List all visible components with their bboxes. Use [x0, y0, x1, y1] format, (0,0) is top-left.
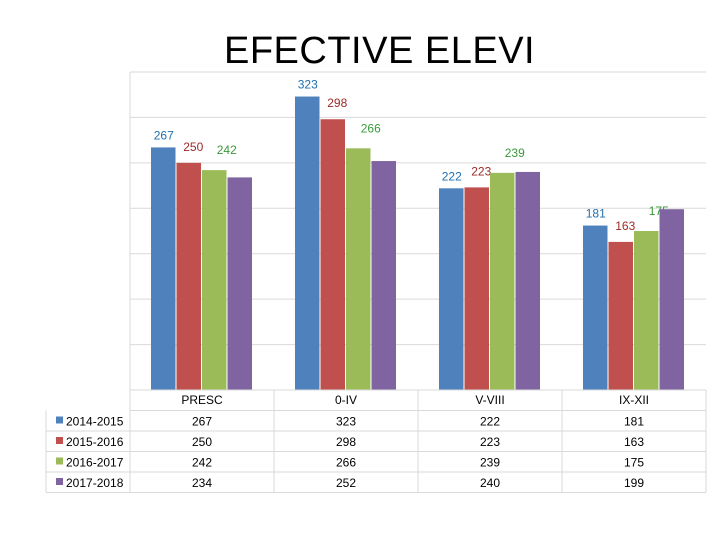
table-cell: 181 — [624, 415, 644, 429]
table-cell: 252 — [336, 476, 356, 490]
table-cell: 239 — [480, 456, 500, 470]
bar-2015-2016-0-IV[interactable] — [320, 119, 346, 390]
table-cell: 199 — [624, 476, 644, 490]
table-header-IX-XII: IX-XII — [619, 393, 649, 407]
legend-label: 2016-2017 — [66, 456, 124, 470]
bar-2014-2015-IX-XII[interactable] — [583, 225, 608, 390]
bar-2014-2015-V-VIII[interactable] — [439, 188, 464, 390]
legend-swatch — [56, 437, 63, 444]
table-header-V-VIII: V-VIII — [475, 393, 504, 407]
table-cell: 223 — [480, 435, 500, 449]
bar-2016-2017-0-IV[interactable] — [346, 148, 371, 390]
bar-2015-2016-PRESC[interactable] — [176, 162, 202, 390]
data-label: 267 — [154, 128, 174, 142]
bar-2017-2018-PRESC[interactable] — [227, 177, 253, 390]
bar-2016-2017-PRESC[interactable] — [202, 170, 227, 390]
table-cell: 266 — [336, 456, 356, 470]
table-cell: 175 — [624, 456, 644, 470]
bar-2015-2016-IX-XII[interactable] — [608, 241, 634, 390]
data-label: 242 — [217, 143, 237, 157]
data-label: 298 — [327, 96, 347, 110]
data-label: 323 — [298, 78, 318, 92]
data-label: 181 — [586, 207, 606, 221]
legend-swatch — [56, 416, 63, 424]
bar-2017-2018-0-IV[interactable] — [371, 161, 397, 390]
data-label: 163 — [615, 219, 635, 233]
table-cell: 323 — [336, 415, 356, 429]
chart-title: EFECTIVE ELEVI — [224, 30, 536, 72]
table-cell: 234 — [192, 476, 212, 490]
data-label: 250 — [183, 140, 203, 154]
bar-2014-2015-0-IV[interactable] — [295, 96, 320, 390]
data-label: 239 — [505, 146, 525, 160]
table-cell: 163 — [624, 435, 644, 449]
bar-2016-2017-IX-XII[interactable] — [634, 231, 659, 390]
bar-2017-2018-V-VIII[interactable] — [515, 171, 541, 390]
legend-swatch — [56, 478, 63, 485]
table-cell: 242 — [192, 456, 212, 470]
bar-2015-2016-V-VIII[interactable] — [464, 187, 490, 390]
table-cell: 267 — [192, 415, 212, 429]
bar-2014-2015-PRESC[interactable] — [151, 147, 176, 390]
table-cell: 298 — [336, 435, 356, 449]
table-header-PRESC: PRESC — [181, 393, 223, 407]
legend-swatch — [56, 457, 63, 465]
data-label: 266 — [361, 121, 381, 135]
legend-label: 2015-2016 — [66, 435, 124, 449]
bar-2017-2018-IX-XII[interactable] — [659, 209, 685, 390]
data-label: 223 — [471, 164, 491, 178]
table-cell: 250 — [192, 435, 212, 449]
table-cell: 222 — [480, 415, 500, 429]
legend-label: 2014-2015 — [66, 415, 124, 429]
table-cell: 240 — [480, 476, 500, 490]
table-header-0-IV: 0-IV — [335, 393, 357, 407]
data-label: 222 — [442, 169, 462, 183]
bar-2016-2017-V-VIII[interactable] — [490, 172, 515, 390]
legend-label: 2017-2018 — [66, 476, 124, 490]
